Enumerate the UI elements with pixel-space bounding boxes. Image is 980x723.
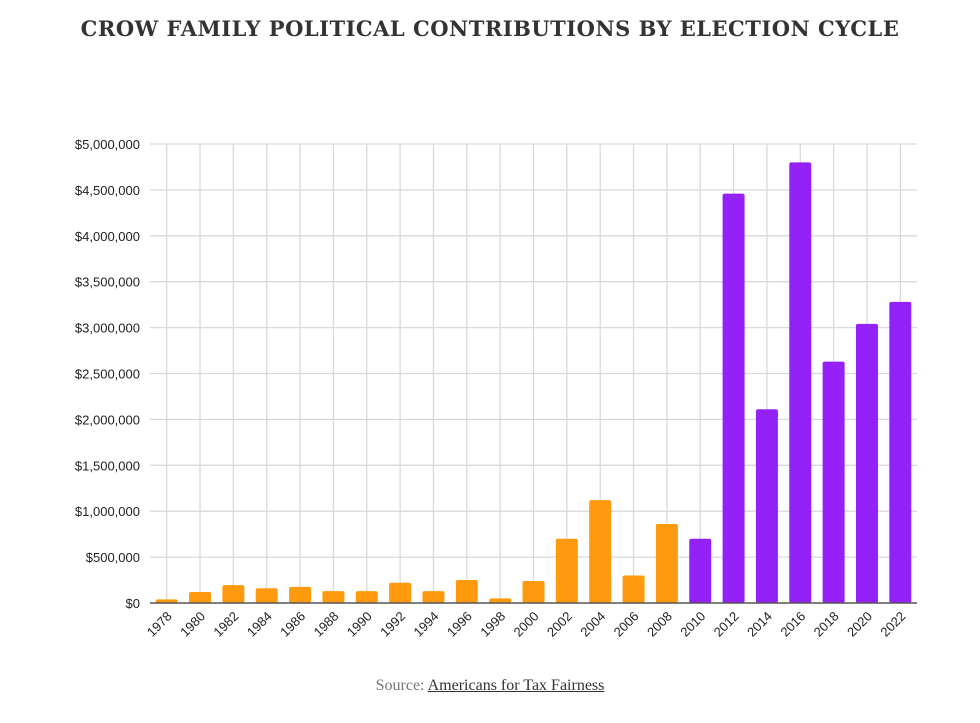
x-tick-label: 2016 [777, 609, 808, 640]
bar-1992 [389, 582, 412, 603]
bar-1978 [155, 599, 178, 603]
x-tick-label: 2008 [644, 609, 675, 640]
bar-2020 [855, 323, 878, 603]
x-tick-label: 1980 [177, 609, 208, 640]
x-tick-label: 2018 [811, 609, 842, 640]
y-tick-label: $2,500,000 [75, 367, 140, 382]
x-tick-label: 1988 [310, 609, 341, 640]
bar-2014 [755, 409, 778, 603]
y-tick-label: $4,500,000 [75, 183, 140, 198]
bar-1982 [222, 585, 245, 603]
bar-2022 [889, 301, 912, 603]
x-tick-label: 1996 [444, 609, 475, 640]
bar-1986 [289, 586, 312, 603]
x-tick-label: 2022 [877, 609, 908, 640]
bar-1984 [255, 588, 278, 603]
bar-2010 [689, 538, 712, 603]
bar-1988 [322, 591, 345, 603]
x-tick-label: 2010 [677, 609, 708, 640]
y-tick-label: $3,000,000 [75, 321, 140, 336]
bar-2012 [722, 193, 745, 603]
x-tick-label: 2012 [711, 609, 742, 640]
y-tick-label: $4,000,000 [75, 229, 140, 244]
x-tick-label: 2000 [511, 609, 542, 640]
x-tick-label: 2002 [544, 609, 575, 640]
y-tick-label: $3,500,000 [75, 275, 140, 290]
y-tick-label: $5,000,000 [75, 137, 140, 152]
x-tick-label: 1978 [144, 609, 175, 640]
y-tick-label: $500,000 [86, 550, 140, 565]
bar-chart: $0 $500,000 $1,000,000 $1,500,000 $2,000,000… [75, 137, 917, 640]
x-tick-label: 2004 [577, 609, 608, 640]
x-tick-label: 2020 [844, 609, 875, 640]
source-link[interactable]: Americans for Tax Fairness [427, 677, 605, 694]
bar-2004 [589, 500, 612, 603]
bar-1990 [355, 591, 378, 603]
y-tick-label: $2,000,000 [75, 412, 140, 427]
x-tick-label: 2006 [611, 609, 642, 640]
bar-2008 [655, 524, 678, 603]
bar-2006 [622, 575, 645, 603]
x-tick-label: 1994 [411, 609, 442, 640]
x-tick-label: 1984 [244, 609, 275, 640]
bar-2002 [555, 538, 578, 603]
x-tick-label: 2014 [744, 609, 775, 640]
x-tick-label: 1990 [344, 609, 375, 640]
source-prefix: Source: [375, 677, 425, 694]
x-tick-label: 1982 [210, 609, 241, 640]
bar-1994 [422, 591, 445, 603]
source-line: Source: Americans for Tax Fairness [0, 677, 980, 695]
bar-1980 [189, 591, 212, 603]
y-tick-label: $1,500,000 [75, 458, 140, 473]
y-tick-label: $1,000,000 [75, 504, 140, 519]
bar-2000 [522, 580, 545, 603]
x-tick-label: 1992 [377, 609, 408, 640]
x-tick-label: 1986 [277, 609, 308, 640]
bar-2018 [822, 361, 845, 603]
bar-1998 [489, 598, 512, 603]
chart-title: CROW FAMILY POLITICAL CONTRIBUTIONS BY E… [80, 16, 900, 41]
bar-1996 [455, 580, 478, 603]
y-tick-label: $0 [126, 596, 140, 611]
x-tick-label: 1998 [477, 609, 508, 640]
bar-2016 [789, 162, 812, 604]
